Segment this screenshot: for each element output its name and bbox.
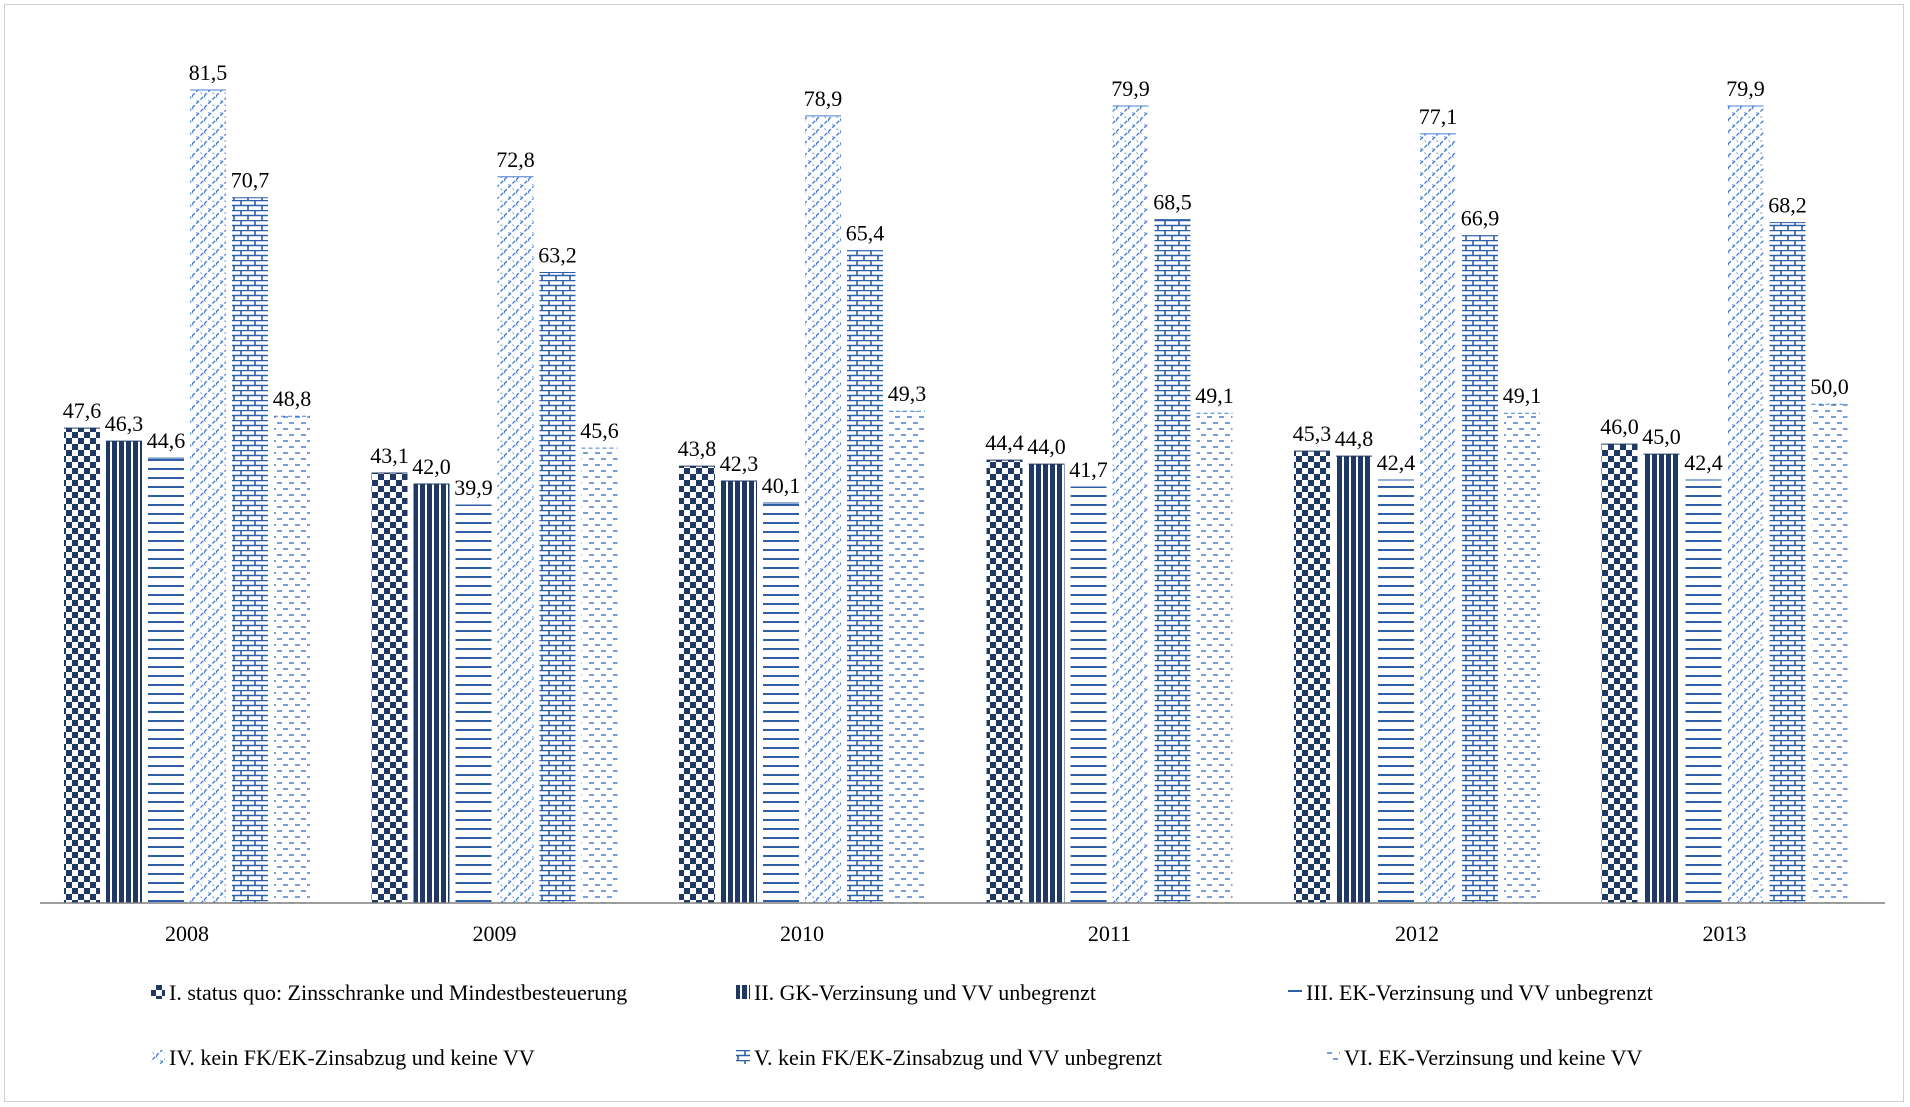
- data-label-s3-2013: 42,4: [1684, 450, 1723, 475]
- bar-s1-2013: [1601, 444, 1638, 903]
- data-label-s2-2010: 42,3: [720, 451, 759, 476]
- bar-s4-2013: [1727, 105, 1764, 903]
- data-label-s6-2010: 49,3: [888, 381, 927, 406]
- bar-s6-2013: [1811, 404, 1848, 903]
- data-label-s3-2012: 42,4: [1377, 450, 1416, 475]
- data-label-s5-2009: 63,2: [538, 243, 577, 268]
- chart-frame: [4, 4, 1904, 1102]
- legend-swatch-s6: [1326, 1050, 1340, 1064]
- legend-label-s2: II. GK-Verzinsung und VV unbegrenzt: [754, 980, 1096, 1005]
- x-tick-2013: 2013: [1703, 921, 1747, 946]
- bar-s3-2012: [1378, 480, 1414, 903]
- bar-s1-2009: [371, 473, 408, 903]
- bar-s2-2009: [413, 484, 450, 903]
- legend-swatch-s1: [151, 985, 165, 999]
- bar-s4-2008: [190, 90, 226, 903]
- legend-label-s4: IV. kein FK/EK-Zinsabzug und keine VV: [169, 1045, 535, 1070]
- data-label-s3-2009: 39,9: [454, 475, 493, 500]
- data-label-s4-2008: 81,5: [189, 60, 228, 85]
- bar-s1-2011: [986, 460, 1023, 903]
- data-label-s2-2013: 45,0: [1642, 424, 1681, 449]
- legend-swatch-s2: [736, 985, 750, 999]
- legend-label-s1: I. status quo: Zinsschranke und Mindestb…: [169, 980, 627, 1005]
- data-label-s5-2008: 70,7: [231, 168, 270, 193]
- data-label-s3-2010: 40,1: [762, 473, 801, 498]
- data-label-s1-2010: 43,8: [678, 436, 717, 461]
- bar-s2-2008: [106, 441, 142, 903]
- bar-s2-2011: [1028, 464, 1065, 903]
- data-label-s2-2012: 44,8: [1335, 426, 1374, 451]
- x-tick-labels: 2008 2009 2010 2011 2012 2013: [165, 921, 1747, 946]
- data-label-s3-2008: 44,6: [147, 428, 186, 453]
- bar-s5-2011: [1154, 219, 1191, 904]
- x-tick-2008: 2008: [165, 921, 209, 946]
- x-tick-2009: 2009: [473, 921, 517, 946]
- data-label-s6-2013: 50,0: [1810, 374, 1849, 399]
- data-label-s1-2009: 43,1: [370, 443, 409, 468]
- x-tick-2011: 2011: [1088, 921, 1131, 946]
- data-label-s4-2013: 79,9: [1726, 76, 1765, 101]
- bar-s5-2009: [539, 272, 576, 904]
- legend-swatch-s4: [151, 1050, 165, 1064]
- data-label-s5-2011: 68,5: [1153, 190, 1192, 215]
- bar-s6-2010: [889, 411, 925, 903]
- bar-s4-2009: [497, 176, 534, 903]
- data-label-s2-2008: 46,3: [105, 411, 144, 436]
- x-tick-2010: 2010: [780, 921, 824, 946]
- bar-s3-2008: [148, 458, 184, 903]
- bar-s4-2011: [1112, 105, 1149, 903]
- data-label-s4-2009: 72,8: [496, 147, 535, 172]
- data-label-s4-2010: 78,9: [804, 86, 843, 111]
- bar-s6-2008: [274, 416, 310, 903]
- legend-swatch-s5: [736, 1050, 750, 1064]
- bar-s3-2010: [763, 502, 799, 903]
- data-label-s1-2012: 45,3: [1293, 421, 1332, 446]
- legend-label-s6: VI. EK-Verzinsung und keine VV: [1344, 1045, 1642, 1070]
- bar-s1-2012: [1294, 451, 1330, 903]
- bar-s4-2010: [805, 115, 841, 903]
- data-label-s5-2012: 66,9: [1461, 206, 1500, 231]
- x-tick-2012: 2012: [1395, 921, 1439, 946]
- legend-swatch-s3: [1288, 985, 1302, 999]
- data-label-s5-2010: 65,4: [846, 221, 885, 246]
- data-label-s4-2011: 79,9: [1111, 76, 1150, 101]
- bars-layer: 47,646,344,6 81,5 70,7 48,8 43,1 42,039,9 72,8…: [63, 60, 1849, 904]
- data-label-s6-2008: 48,8: [273, 386, 312, 411]
- data-label-s3-2011: 41,7: [1069, 457, 1108, 482]
- data-label-s5-2013: 68,2: [1768, 193, 1807, 218]
- data-label-s6-2009: 45,6: [580, 418, 619, 443]
- bar-s4-2012: [1420, 133, 1456, 903]
- legend-label-s5: V. kein FK/EK-Zinsabzug und VV unbegrenz…: [754, 1045, 1162, 1070]
- bar-s5-2010: [847, 250, 883, 903]
- bar-s2-2013: [1643, 454, 1680, 903]
- bar-s2-2012: [1336, 456, 1372, 903]
- data-label-s2-2011: 44,0: [1027, 434, 1066, 459]
- bar-s5-2013: [1769, 222, 1806, 904]
- bar-s6-2011: [1196, 413, 1233, 903]
- bar-s3-2009: [455, 504, 492, 903]
- data-label-s6-2011: 49,1: [1195, 383, 1234, 408]
- bar-s6-2009: [581, 448, 618, 903]
- bar-s6-2012: [1504, 413, 1540, 903]
- data-label-s4-2012: 77,1: [1419, 104, 1458, 129]
- bar-s5-2012: [1462, 235, 1498, 903]
- bar-s3-2013: [1685, 480, 1722, 903]
- data-label-s2-2009: 42,0: [412, 454, 451, 479]
- data-label-s1-2013: 46,0: [1600, 414, 1639, 439]
- bar-s1-2008: [64, 428, 100, 903]
- data-label-s1-2011: 44,4: [985, 430, 1024, 455]
- legend: I. status quo: Zinsschranke und Mindestb…: [151, 980, 1653, 1070]
- data-label-s6-2012: 49,1: [1503, 383, 1542, 408]
- legend-label-s3: III. EK-Verzinsung und VV unbegrenzt: [1306, 980, 1653, 1005]
- bar-s3-2011: [1070, 487, 1107, 903]
- bar-s2-2010: [721, 481, 757, 903]
- data-label-s1-2008: 47,6: [63, 398, 102, 423]
- bar-s5-2008: [232, 197, 268, 903]
- bar-s1-2010: [679, 466, 715, 903]
